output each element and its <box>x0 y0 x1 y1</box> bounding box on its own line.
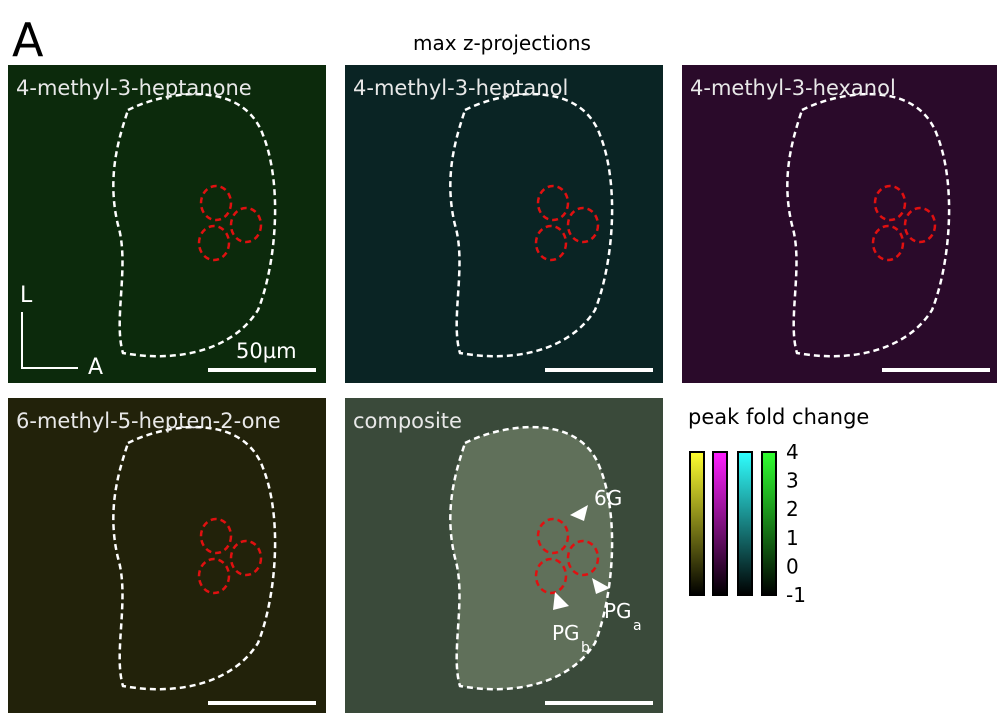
figure-title: max z-projections <box>413 31 591 55</box>
annotation-sub: b <box>581 640 590 656</box>
colorbar-tick-label: -1 <box>786 583 806 607</box>
image-panel: 6-methyl-5-hepten-2-one <box>8 398 326 713</box>
colorbar-tick-label: 0 <box>786 554 799 578</box>
panel-background <box>8 65 326 383</box>
colorbar-tick-label: 1 <box>786 526 799 550</box>
colorbar-yellow <box>690 452 704 595</box>
panel-label: 6-methyl-5-hepten-2-one <box>16 409 281 433</box>
annotation-pg: PG <box>604 599 632 623</box>
scale-label: 50µm <box>236 339 297 363</box>
annotation-6g: 6G <box>594 486 622 510</box>
axis-anterior: A <box>88 355 103 380</box>
colorbar-magenta <box>713 452 727 595</box>
colorbar-cyan <box>738 452 752 595</box>
colorbar-tick-label: 3 <box>786 469 799 493</box>
annotation-pg: PG <box>552 621 580 645</box>
colorbar-tick-label: 2 <box>786 497 799 521</box>
panel-label: composite <box>353 409 462 433</box>
image-panel: 4-methyl-3-heptanone <box>8 65 326 383</box>
image-panel: 4-methyl-3-hexanol <box>682 65 997 383</box>
image-panel: composite <box>345 398 663 713</box>
colorbar-title: peak fold change <box>688 405 869 429</box>
panel-letter: A <box>12 13 44 67</box>
panel-background <box>345 65 663 383</box>
image-panel: 4-methyl-3-heptanol <box>345 65 663 383</box>
figure: A max z-projections 4-methyl-3-heptanone… <box>0 0 997 713</box>
colorbar-tick-label: 4 <box>786 440 799 464</box>
panel-label: 4-methyl-3-heptanone <box>16 76 252 100</box>
panel-background <box>8 398 326 713</box>
page: {"figure":{"label":"A","title":"max z-pr… <box>0 0 997 713</box>
panel-label: 4-methyl-3-hexanol <box>690 76 896 100</box>
colorbar-green <box>762 452 776 595</box>
axis-lateral: L <box>20 283 33 308</box>
annotation-sub: a <box>633 618 642 634</box>
panel-label: 4-methyl-3-heptanol <box>353 76 568 100</box>
